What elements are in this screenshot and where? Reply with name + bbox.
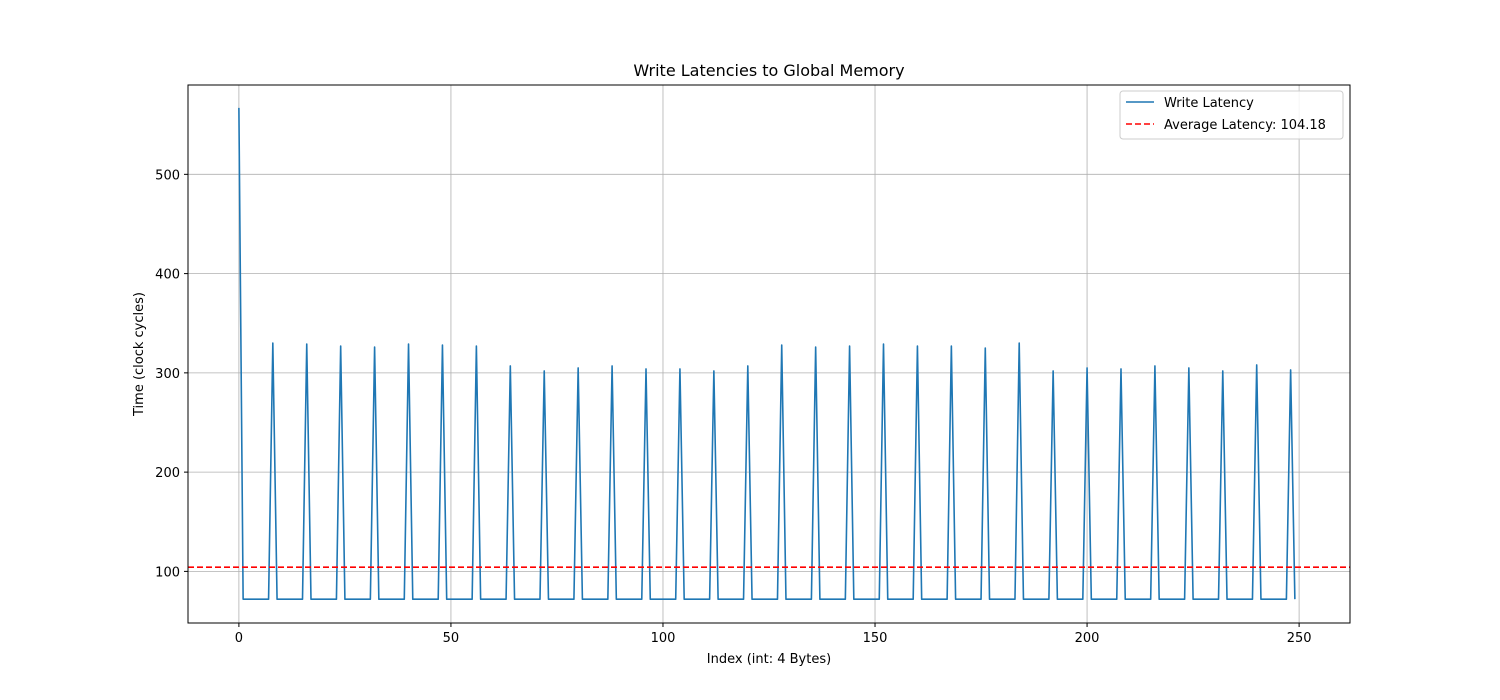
x-tick-label: 100 xyxy=(651,631,676,646)
y-axis-label: Time (clock cycles) xyxy=(132,292,147,417)
legend-box xyxy=(1119,90,1344,140)
chart-title: Write Latencies to Global Memory xyxy=(633,61,904,80)
x-axis-label: Index (int: 4 Bytes) xyxy=(707,652,831,667)
x-tick-label: 0 xyxy=(235,631,243,646)
y-tick-label: 200 xyxy=(155,466,180,481)
legend-average-latency-label: Average Latency: 104.18 xyxy=(1164,118,1326,133)
x-tick-label: 250 xyxy=(1287,631,1312,646)
y-tick-label: 100 xyxy=(155,565,180,580)
legend: Write Latency Average Latency: 104.18 xyxy=(1119,90,1344,140)
x-tick-label: 50 xyxy=(443,631,460,646)
y-axis-ticks: 100 200 300 400 500 xyxy=(155,168,188,580)
y-tick-label: 400 xyxy=(155,268,180,283)
grid-lines xyxy=(188,85,1350,623)
series-write-latency xyxy=(238,107,1296,600)
y-tick-label: 300 xyxy=(155,367,180,382)
plot-frame xyxy=(187,84,1351,624)
x-tick-label: 200 xyxy=(1075,631,1100,646)
x-axis-ticks: 0 50 100 150 200 250 xyxy=(235,623,1312,646)
series-layer xyxy=(188,107,1350,600)
y-tick-label: 500 xyxy=(155,168,180,183)
legend-write-latency-label: Write Latency xyxy=(1164,96,1254,111)
x-tick-label: 150 xyxy=(863,631,888,646)
